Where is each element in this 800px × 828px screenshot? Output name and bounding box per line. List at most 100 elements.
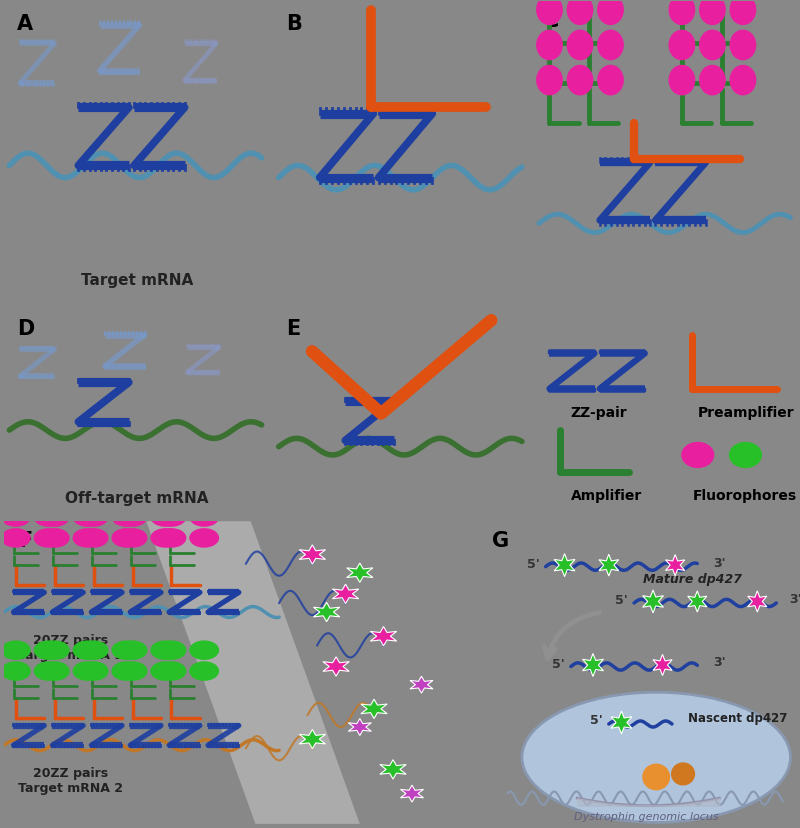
- Circle shape: [79, 508, 108, 527]
- Circle shape: [730, 0, 756, 26]
- Text: ZZ-pair: ZZ-pair: [570, 406, 627, 420]
- Circle shape: [700, 66, 725, 95]
- Circle shape: [2, 662, 30, 681]
- Circle shape: [567, 0, 593, 26]
- Circle shape: [190, 642, 218, 659]
- Text: D: D: [18, 319, 34, 339]
- Text: E: E: [286, 319, 301, 339]
- Text: 3': 3': [789, 592, 800, 605]
- Circle shape: [151, 642, 179, 659]
- Text: A: A: [18, 14, 34, 34]
- Text: Off-target mRNA: Off-target mRNA: [65, 490, 209, 505]
- Polygon shape: [582, 654, 603, 676]
- Polygon shape: [554, 554, 575, 577]
- Text: 5': 5': [526, 557, 539, 570]
- Text: G: G: [492, 531, 509, 551]
- Circle shape: [567, 66, 593, 95]
- Circle shape: [41, 662, 69, 681]
- Polygon shape: [688, 591, 707, 613]
- Circle shape: [118, 529, 146, 547]
- Circle shape: [112, 662, 141, 681]
- Circle shape: [41, 508, 69, 527]
- Circle shape: [598, 0, 623, 26]
- Polygon shape: [299, 545, 326, 565]
- Circle shape: [537, 31, 562, 60]
- Polygon shape: [666, 555, 685, 576]
- Circle shape: [41, 642, 69, 659]
- Circle shape: [112, 642, 141, 659]
- Text: Fluorophores: Fluorophores: [693, 489, 797, 503]
- Circle shape: [2, 508, 30, 527]
- Text: Dystrophin genomic locus: Dystrophin genomic locus: [574, 811, 719, 821]
- Circle shape: [598, 66, 623, 95]
- Circle shape: [34, 508, 63, 527]
- Text: 3': 3': [713, 556, 726, 569]
- Circle shape: [700, 0, 725, 26]
- Circle shape: [537, 66, 562, 95]
- Circle shape: [41, 529, 69, 547]
- Text: Nascent dp427: Nascent dp427: [688, 711, 787, 724]
- Circle shape: [190, 529, 218, 547]
- Circle shape: [34, 642, 63, 659]
- Circle shape: [700, 31, 725, 60]
- Text: Amplifier: Amplifier: [570, 489, 642, 503]
- Polygon shape: [401, 785, 423, 802]
- Circle shape: [669, 0, 694, 26]
- Circle shape: [151, 508, 179, 527]
- Circle shape: [190, 508, 218, 527]
- Circle shape: [118, 662, 146, 681]
- Text: Mature dp427: Mature dp427: [642, 572, 742, 585]
- Polygon shape: [346, 563, 373, 583]
- Polygon shape: [642, 590, 663, 614]
- Circle shape: [158, 508, 186, 527]
- Circle shape: [151, 529, 179, 547]
- Text: 5': 5': [590, 713, 602, 726]
- Circle shape: [730, 443, 762, 468]
- Polygon shape: [380, 760, 406, 779]
- Polygon shape: [348, 719, 371, 735]
- Circle shape: [79, 662, 108, 681]
- Circle shape: [190, 662, 218, 681]
- Text: 20ZZ pairs
Target mRNA 2: 20ZZ pairs Target mRNA 2: [18, 767, 123, 794]
- Circle shape: [74, 508, 102, 527]
- Text: 5': 5': [552, 657, 565, 670]
- Circle shape: [598, 31, 623, 60]
- Polygon shape: [361, 700, 387, 719]
- Text: Preamplifier: Preamplifier: [698, 406, 794, 420]
- Circle shape: [34, 529, 63, 547]
- Polygon shape: [370, 627, 397, 646]
- Circle shape: [79, 529, 108, 547]
- Circle shape: [643, 764, 670, 790]
- Polygon shape: [748, 591, 767, 613]
- Circle shape: [74, 529, 102, 547]
- Text: Target mRNA: Target mRNA: [81, 273, 193, 288]
- Circle shape: [669, 66, 694, 95]
- Circle shape: [118, 508, 146, 527]
- Polygon shape: [599, 555, 618, 576]
- Polygon shape: [314, 603, 340, 622]
- Text: B: B: [286, 14, 302, 34]
- Ellipse shape: [522, 692, 790, 822]
- Polygon shape: [611, 711, 632, 734]
- Circle shape: [112, 508, 141, 527]
- Text: F: F: [18, 531, 33, 551]
- Circle shape: [34, 662, 63, 681]
- Circle shape: [672, 763, 694, 785]
- Circle shape: [669, 31, 694, 60]
- Circle shape: [74, 662, 102, 681]
- Text: 20ZZ pairs
Target mRNA 1: 20ZZ pairs Target mRNA 1: [18, 633, 123, 662]
- Text: 5': 5': [615, 594, 628, 607]
- Circle shape: [158, 662, 186, 681]
- Polygon shape: [653, 655, 672, 676]
- Circle shape: [158, 529, 186, 547]
- Circle shape: [682, 443, 714, 468]
- Circle shape: [730, 66, 756, 95]
- Circle shape: [118, 642, 146, 659]
- Polygon shape: [333, 585, 358, 604]
- Circle shape: [730, 31, 756, 60]
- Circle shape: [112, 529, 141, 547]
- Polygon shape: [323, 657, 350, 676]
- Circle shape: [537, 0, 562, 26]
- Polygon shape: [146, 522, 360, 824]
- Text: C: C: [544, 11, 559, 31]
